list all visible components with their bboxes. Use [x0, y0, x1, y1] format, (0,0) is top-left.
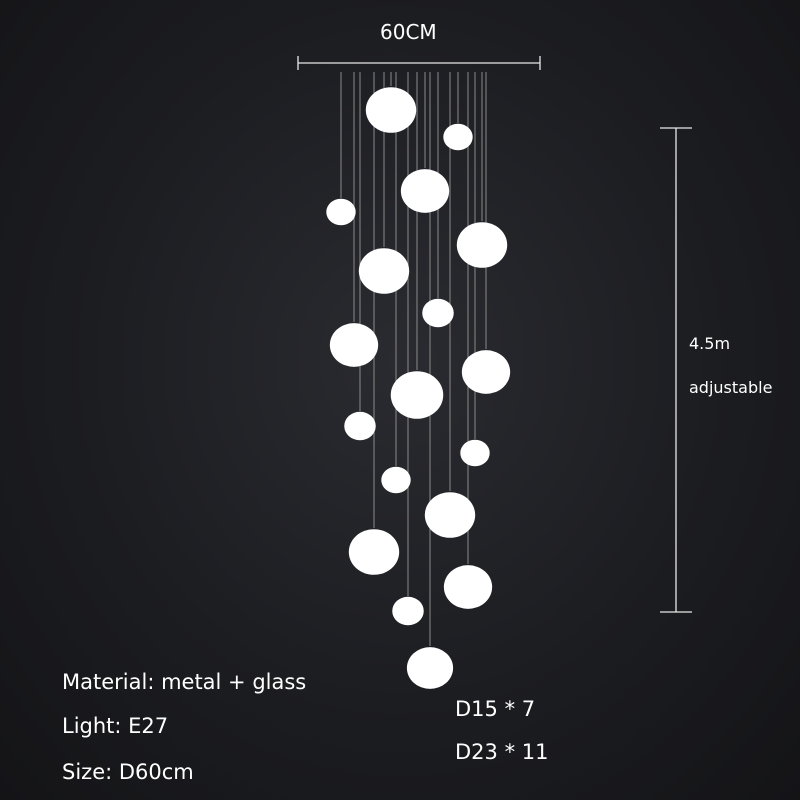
glass-globe: [329, 323, 379, 367]
width-label: 60CM: [380, 20, 437, 44]
glass-globe: [461, 350, 511, 394]
glass-globe: [381, 466, 411, 494]
glass-globe: [406, 647, 454, 689]
glass-globe: [460, 439, 490, 467]
glass-globe: [344, 411, 376, 441]
height-label: 4.5m: [689, 334, 731, 353]
small-globe-count: D15 * 7: [455, 697, 536, 721]
glass-globe: [400, 169, 450, 213]
width-dimension-line: [297, 56, 541, 70]
height-dimension-line: [660, 127, 692, 613]
glass-globe: [392, 596, 424, 626]
glass-globe: [326, 198, 356, 226]
height-note: adjustable: [689, 378, 773, 397]
material-spec: Material: metal + glass: [62, 670, 307, 694]
glass-globe: [390, 371, 444, 419]
glass-globes: [326, 87, 511, 689]
glass-globe: [424, 492, 476, 538]
glass-globe: [456, 222, 508, 268]
glass-globe: [443, 565, 493, 609]
glass-globe: [365, 87, 417, 133]
glass-globe: [348, 529, 400, 575]
glass-globe: [422, 298, 454, 328]
glass-globe: [443, 123, 473, 151]
light-spec: Light: E27: [62, 714, 169, 738]
glass-globe: [358, 248, 410, 294]
large-globe-count: D23 * 11: [455, 740, 549, 764]
size-spec: Size: D60cm: [62, 760, 194, 784]
